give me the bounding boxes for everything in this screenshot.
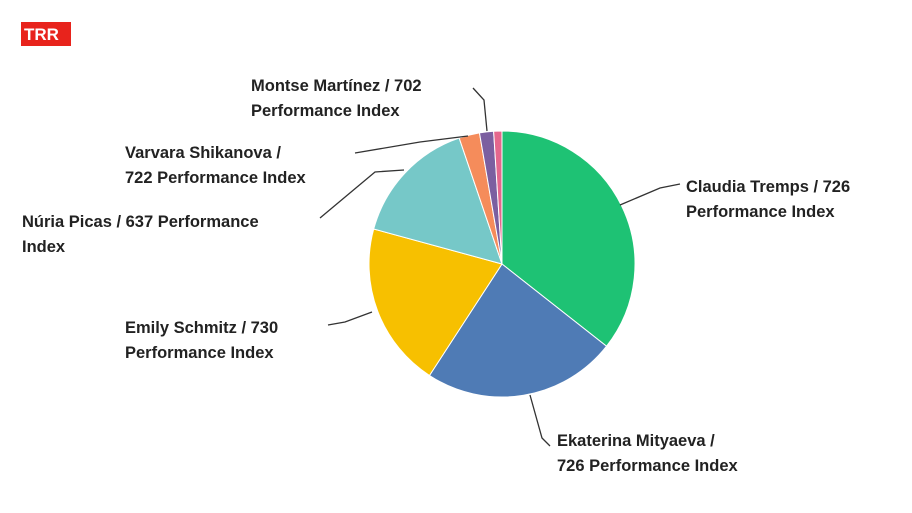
pie-slice bbox=[368, 228, 503, 377]
slice-label: Montse Martínez / 702 bbox=[251, 77, 422, 95]
slice-label: Performance Index bbox=[686, 203, 835, 221]
slice-label: Núria Picas / 637 Performance bbox=[22, 213, 259, 231]
pie-slice bbox=[501, 130, 636, 347]
leader-line bbox=[619, 183, 681, 206]
slice-label: Ekaterina Mityaeva / bbox=[557, 432, 715, 450]
slice-label: Index bbox=[22, 238, 66, 256]
slice-label: Performance Index bbox=[125, 344, 274, 362]
slice-label: Emily Schmitz / 730 bbox=[125, 319, 278, 337]
slice-label: 722 Performance Index bbox=[125, 169, 306, 187]
leader-line bbox=[472, 87, 488, 132]
slice-label: Performance Index bbox=[251, 102, 400, 120]
logo-box bbox=[21, 22, 71, 46]
slice-label: 726 Performance Index bbox=[557, 457, 738, 475]
pie-slice bbox=[373, 137, 503, 265]
pie-slice bbox=[428, 263, 608, 398]
leader-line bbox=[354, 135, 469, 154]
pie-slice bbox=[493, 130, 503, 265]
logo: TRR bbox=[24, 25, 59, 44]
slice-label: Claudia Tremps / 726 bbox=[686, 178, 850, 196]
leader-line bbox=[319, 169, 405, 219]
leader-line bbox=[327, 311, 373, 326]
slice-label: Varvara Shikanova / bbox=[125, 144, 281, 162]
leader-line bbox=[529, 394, 551, 447]
